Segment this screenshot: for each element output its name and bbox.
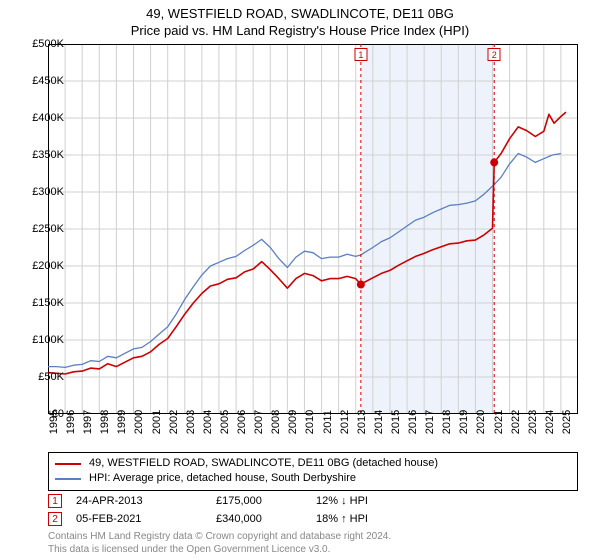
legend-box: 49, WESTFIELD ROAD, SWADLINCOTE, DE11 0B… [48, 452, 578, 491]
legend-swatch-hpi [55, 478, 81, 480]
x-tick-label: 2007 [253, 410, 265, 434]
x-tick-label: 2023 [527, 410, 539, 434]
x-tick-label: 2021 [493, 410, 505, 434]
y-tick-label: £300K [14, 186, 64, 198]
x-tick-label: 2017 [424, 410, 436, 434]
y-tick-label: £50K [14, 371, 64, 383]
sale-price-1: £175,000 [216, 495, 316, 507]
x-tick-label: 2002 [168, 410, 180, 434]
x-tick-label: 2000 [133, 410, 145, 434]
y-tick-label: £150K [14, 297, 64, 309]
chart-area: 1995199619971998199920002001200220032004… [48, 44, 578, 414]
legend-label-property: 49, WESTFIELD ROAD, SWADLINCOTE, DE11 0B… [89, 456, 438, 471]
plot-sale-marker: 1 [354, 48, 367, 61]
y-tick-label: £0 [14, 408, 64, 420]
x-tick-label: 2022 [510, 410, 522, 434]
x-tick-label: 2001 [151, 410, 163, 434]
x-tick-label: 2008 [270, 410, 282, 434]
sale-date-1: 24-APR-2013 [76, 495, 216, 507]
x-tick-label: 2003 [185, 410, 197, 434]
sale-marker-1: 1 [48, 494, 62, 508]
legend-swatch-property [55, 463, 81, 465]
x-tick-label: 2004 [202, 410, 214, 434]
sale-delta-1: 12% ↓ HPI [316, 495, 368, 507]
sale-row-1: 1 24-APR-2013 £175,000 12% ↓ HPI [48, 494, 368, 508]
y-tick-label: £200K [14, 260, 64, 272]
x-tick-label: 2010 [304, 410, 316, 434]
x-tick-label: 1999 [116, 410, 128, 434]
x-tick-label: 2005 [219, 410, 231, 434]
sale-delta-2: 18% ↑ HPI [316, 513, 368, 525]
x-tick-label: 2011 [322, 410, 334, 434]
y-tick-label: £100K [14, 334, 64, 346]
x-tick-label: 2025 [561, 410, 573, 434]
y-tick-label: £400K [14, 112, 64, 124]
x-tick-label: 2020 [475, 410, 487, 434]
chart-title-block: 49, WESTFIELD ROAD, SWADLINCOTE, DE11 0B… [0, 0, 600, 40]
chart-title-subtitle: Price paid vs. HM Land Registry's House … [0, 23, 600, 40]
y-tick-label: £450K [14, 75, 64, 87]
x-tick-label: 2014 [373, 410, 385, 434]
sale-date-2: 05-FEB-2021 [76, 513, 216, 525]
x-tick-label: 2019 [458, 410, 470, 434]
x-tick-label: 1998 [99, 410, 111, 434]
x-tick-label: 2016 [407, 410, 419, 434]
x-tick-label: 2009 [287, 410, 299, 434]
x-tick-label: 2018 [441, 410, 453, 434]
y-tick-label: £500K [14, 38, 64, 50]
chart-title-address: 49, WESTFIELD ROAD, SWADLINCOTE, DE11 0B… [0, 6, 600, 23]
credits-line-2: This data is licensed under the Open Gov… [48, 543, 391, 556]
x-tick-label: 1997 [82, 410, 94, 434]
x-tick-label: 2006 [236, 410, 248, 434]
x-tick-label: 2012 [339, 410, 351, 434]
legend-row-hpi: HPI: Average price, detached house, Sout… [55, 471, 571, 486]
x-tick-label: 2013 [356, 410, 368, 434]
y-tick-label: £350K [14, 149, 64, 161]
legend-row-property: 49, WESTFIELD ROAD, SWADLINCOTE, DE11 0B… [55, 456, 571, 471]
credits-block: Contains HM Land Registry data © Crown c… [48, 530, 391, 556]
x-tick-label: 2024 [544, 410, 556, 434]
credits-line-1: Contains HM Land Registry data © Crown c… [48, 530, 391, 543]
plot-sale-marker: 2 [488, 48, 501, 61]
sale-price-2: £340,000 [216, 513, 316, 525]
x-tick-label: 2015 [390, 410, 402, 434]
sale-marker-2: 2 [48, 512, 62, 526]
legend-label-hpi: HPI: Average price, detached house, Sout… [89, 471, 356, 486]
chart-svg [48, 44, 578, 414]
sale-row-2: 2 05-FEB-2021 £340,000 18% ↑ HPI [48, 512, 368, 526]
y-tick-label: £250K [14, 223, 64, 235]
x-tick-label: 1996 [65, 410, 77, 434]
